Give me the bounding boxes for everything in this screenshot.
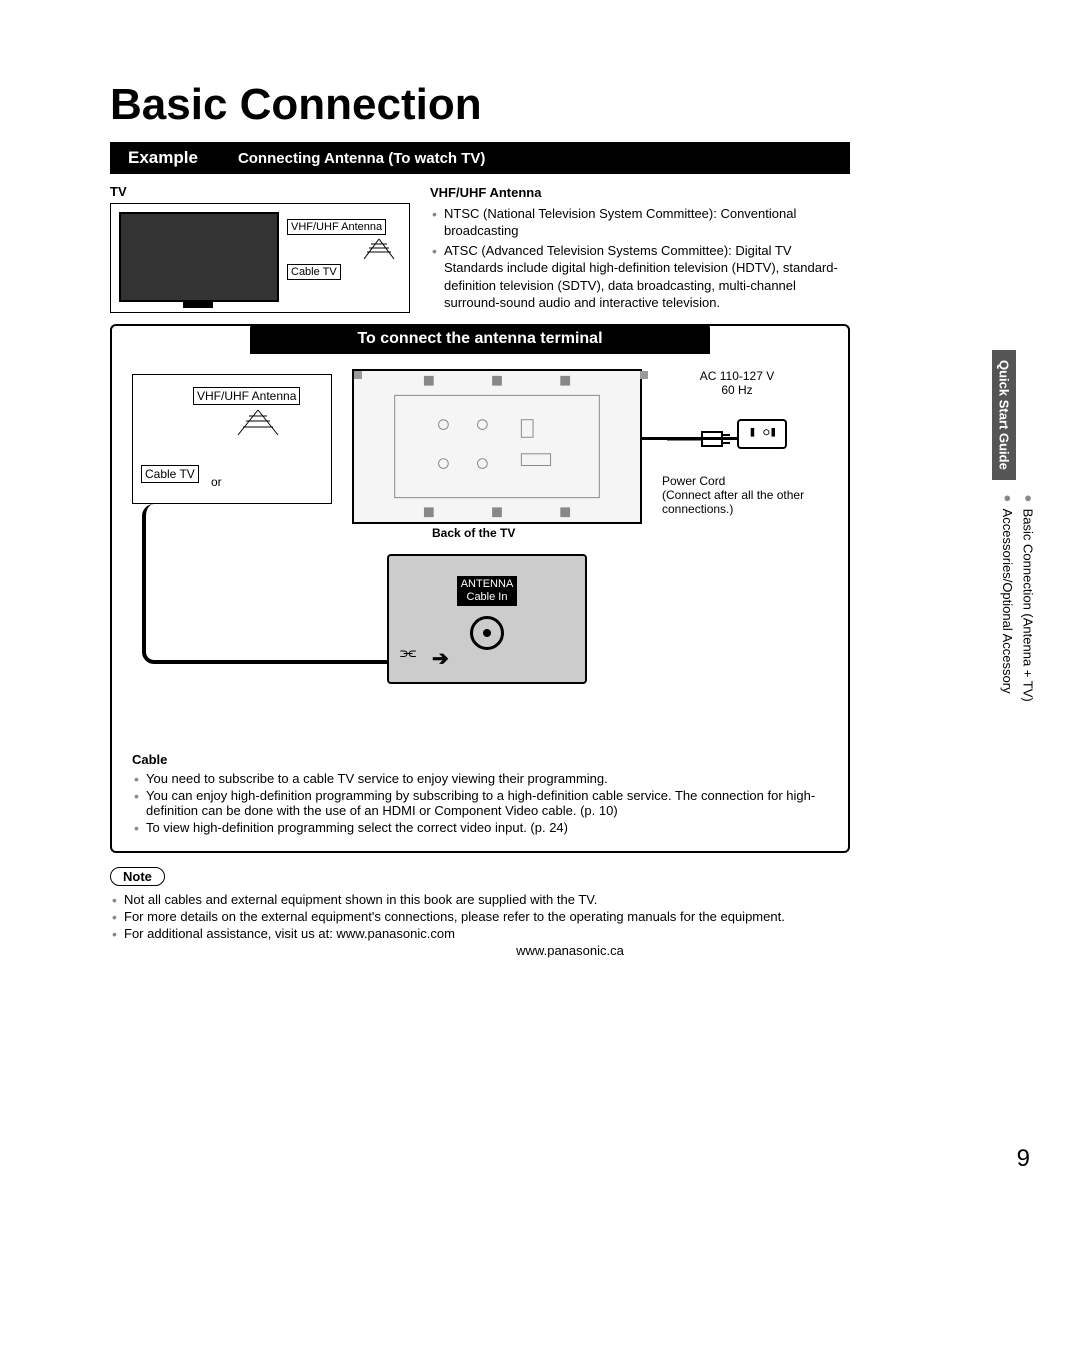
connection-box: To connect the antenna terminal VHF/UHF … bbox=[110, 324, 850, 853]
example-badge: Example bbox=[118, 146, 208, 170]
antenna-terminal-panel: ANTENNA Cable In bbox=[387, 554, 587, 684]
diagram: VHF/UHF Antenna Cable TV or bbox=[122, 364, 838, 734]
tv-screen-icon bbox=[119, 212, 279, 302]
list-item: NTSC (National Television System Committ… bbox=[430, 205, 850, 240]
cabletv-label: Cable TV bbox=[287, 264, 341, 280]
power-cord-note: Power Cord (Connect after all the other … bbox=[662, 474, 832, 516]
list-item: You can enjoy high-definition programmin… bbox=[132, 788, 828, 818]
secondary-url: www.panasonic.ca bbox=[290, 943, 850, 958]
cable-section-title: Cable bbox=[132, 752, 828, 767]
tv-back-panel-icon bbox=[352, 369, 642, 524]
cable-bullet-list: You need to subscribe to a cable TV serv… bbox=[132, 771, 828, 835]
antenna-icon bbox=[233, 405, 283, 440]
back-of-tv-label: Back of the TV bbox=[432, 526, 515, 540]
power-plug-icon bbox=[662, 424, 732, 454]
antenna-cablein-label: ANTENNA Cable In bbox=[457, 576, 517, 606]
note-section: Note Not all cables and external equipme… bbox=[110, 867, 850, 958]
antenna-label: VHF/UHF Antenna bbox=[193, 387, 300, 405]
list-item: For additional assistance, visit us at: … bbox=[110, 926, 850, 941]
or-label: or bbox=[211, 475, 222, 489]
note-bullet-list: Not all cables and external equipment sh… bbox=[110, 892, 850, 941]
f-connector-icon: ⫘ bbox=[400, 642, 416, 663]
tv-figure: VHF/UHF Antenna Cable TV bbox=[110, 203, 410, 313]
cable-line-icon bbox=[142, 504, 417, 664]
quick-start-tab: Quick Start Guide bbox=[992, 350, 1016, 480]
tv-label: TV bbox=[110, 184, 410, 199]
tab-item: ● Accessories/Optional Accessory bbox=[996, 490, 1017, 702]
example-heading: Connecting Antenna (To watch TV) bbox=[238, 150, 486, 167]
arrow-right-icon: ➔ bbox=[432, 646, 449, 671]
cabletv-label: Cable TV bbox=[141, 465, 199, 483]
power-outlet-icon bbox=[737, 419, 787, 449]
tab-item: ● Basic Connection (Antenna + TV) bbox=[1017, 490, 1038, 702]
input-source-box: VHF/UHF Antenna Cable TV or bbox=[132, 374, 332, 504]
vhf-title: VHF/UHF Antenna bbox=[430, 184, 850, 202]
page-number: 9 bbox=[1017, 1145, 1030, 1173]
list-item: ATSC (Advanced Television Systems Commit… bbox=[430, 242, 850, 312]
list-item: For more details on the external equipme… bbox=[110, 909, 850, 924]
connection-box-title: To connect the antenna terminal bbox=[250, 324, 710, 354]
list-item: You need to subscribe to a cable TV serv… bbox=[132, 771, 828, 786]
vhf-bullet-list: NTSC (National Television System Committ… bbox=[430, 205, 850, 312]
antenna-icon bbox=[359, 234, 399, 264]
note-badge: Note bbox=[110, 867, 165, 886]
page-title: Basic Connection bbox=[110, 80, 1020, 130]
side-tab: Quick Start Guide ● Basic Connection (An… bbox=[992, 350, 1042, 850]
power-spec-label: AC 110-127 V 60 Hz bbox=[662, 369, 812, 397]
coax-connector-icon bbox=[470, 616, 504, 650]
list-item: To view high-definition programming sele… bbox=[132, 820, 828, 835]
list-item: Not all cables and external equipment sh… bbox=[110, 892, 850, 907]
example-bar: Example Connecting Antenna (To watch TV) bbox=[110, 142, 850, 174]
antenna-label: VHF/UHF Antenna bbox=[287, 219, 386, 235]
